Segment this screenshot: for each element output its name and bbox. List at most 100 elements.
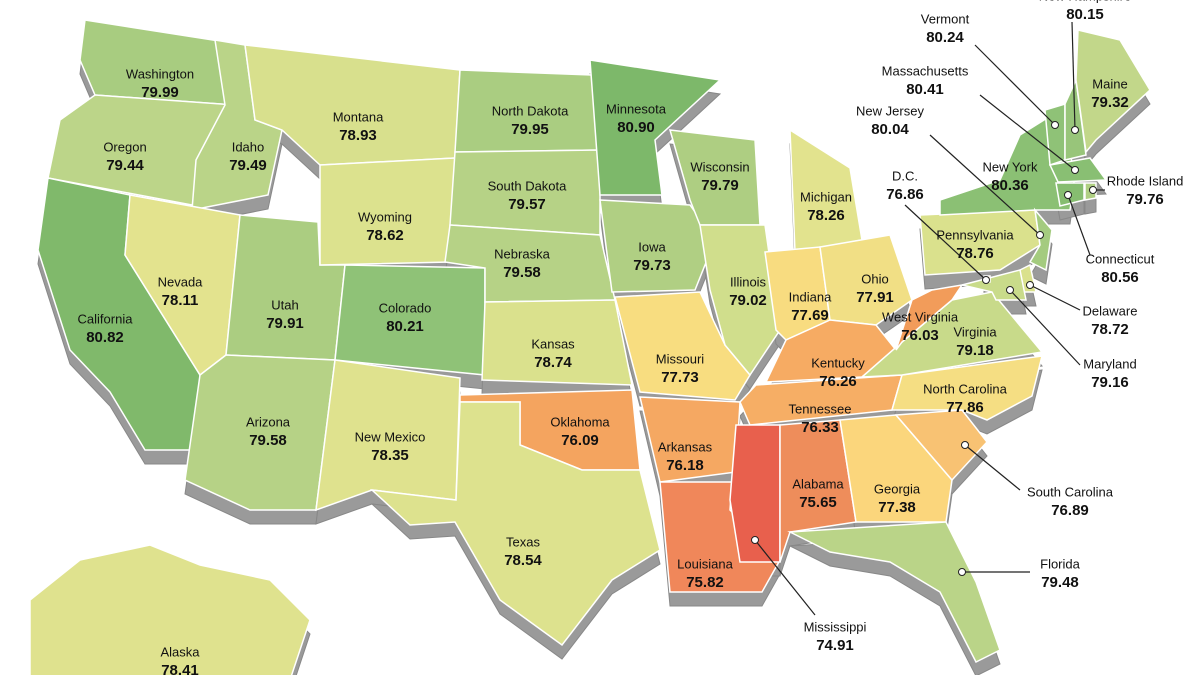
state-name: Alaska (160, 644, 200, 659)
state (1028, 207, 1053, 272)
state (699, 224, 781, 377)
state-value: 79.16 (1091, 374, 1129, 391)
state (839, 414, 953, 523)
state-value: 78.26 (807, 207, 845, 224)
state-value: 79.91 (266, 315, 304, 332)
state-value: 76.09 (561, 432, 599, 449)
state-name: Utah (271, 297, 298, 312)
state (779, 419, 857, 563)
callout-line (974, 44, 1056, 126)
state-value: 80.21 (386, 318, 424, 335)
state-value: 77.69 (791, 307, 829, 324)
state-value: 79.18 (956, 342, 994, 359)
state-value: 78.35 (371, 447, 409, 464)
state-value: 80.82 (86, 329, 124, 346)
state-value: 79.95 (511, 121, 549, 138)
state-name: Kentucky (811, 355, 865, 370)
state-value: 79.99 (141, 84, 179, 101)
state-name: Mississippi (804, 619, 867, 634)
state-name: Montana (333, 109, 384, 124)
state-value: 76.33 (801, 419, 839, 436)
state-value: 79.57 (508, 196, 546, 213)
state (589, 59, 722, 196)
state-value: 76.03 (901, 327, 939, 344)
state (29, 544, 311, 675)
state-value: 80.15 (1066, 6, 1104, 23)
state-name: West Virginia (882, 309, 959, 324)
state-name: Wisconsin (690, 159, 749, 174)
state-value: 78.72 (1091, 321, 1129, 338)
callout-dot (961, 441, 969, 449)
state-name: Vermont (921, 11, 970, 26)
callout-dot (1036, 231, 1044, 239)
callout-line (929, 134, 1041, 236)
labels: Washington 79.99 Oregon 79.44 Idaho 79.49 Mont… (78, 0, 1184, 675)
state-name: New Hampshire (1039, 0, 1131, 3)
states (29, 19, 1151, 675)
callout-line (1071, 21, 1076, 131)
callout-line (1067, 194, 1091, 256)
state-name: Maryland (1083, 356, 1136, 371)
callout-dot (982, 276, 990, 284)
state-value: 75.82 (686, 574, 724, 591)
state-value: 79.73 (633, 257, 671, 274)
callout-line (754, 539, 816, 616)
state-name: Maine (1092, 76, 1127, 91)
callout-dot (1051, 121, 1059, 129)
state-value: 79.79 (701, 177, 739, 194)
state-name: South Carolina (1027, 484, 1114, 499)
state-value: 74.91 (816, 637, 854, 654)
state-name: Indiana (789, 289, 832, 304)
state-name: Oregon (103, 139, 146, 154)
state-value: 78.76 (956, 245, 994, 262)
state-value: 79.48 (1041, 574, 1079, 591)
state-name: Connecticut (1086, 251, 1155, 266)
state-name: New Mexico (355, 429, 426, 444)
state-value: 79.58 (503, 264, 541, 281)
callout-dot (958, 568, 966, 576)
state-name: Minnesota (606, 101, 667, 116)
state-name: Oklahoma (550, 414, 610, 429)
callout-dot (1071, 166, 1079, 174)
state-value: 78.11 (162, 292, 199, 309)
callout-line (964, 444, 1021, 491)
callout-line (1009, 289, 1081, 366)
state-name: Delaware (1083, 303, 1138, 318)
state-name: New York (983, 159, 1038, 174)
state (1064, 77, 1087, 161)
state-name: Arkansas (658, 439, 713, 454)
state (369, 401, 661, 647)
state-value: 77.73 (661, 369, 699, 386)
state-value: 80.41 (906, 81, 944, 98)
callout-line (1029, 284, 1081, 311)
state-name: Ohio (861, 271, 888, 286)
state-name: D.C. (892, 168, 918, 183)
state-value: 80.04 (871, 121, 909, 138)
state-value: 79.44 (106, 157, 144, 174)
callout-dot (1071, 126, 1079, 134)
state-value: 79.58 (249, 432, 287, 449)
state-name: Washington (126, 66, 194, 81)
state (819, 234, 913, 326)
state-value: 80.24 (926, 29, 964, 46)
state-name: Illinois (730, 274, 767, 289)
state-name: Idaho (232, 139, 265, 154)
callouts (751, 21, 1105, 616)
state-value: 79.49 (229, 157, 267, 174)
callout-dot (751, 536, 759, 544)
state-value: 78.54 (504, 552, 542, 569)
state-value: 78.93 (339, 127, 377, 144)
state-value: 76.18 (666, 457, 704, 474)
state-name: Massachusetts (882, 63, 969, 78)
state-value: 79.02 (729, 292, 767, 309)
state-name: Virginia (953, 324, 997, 339)
state-value: 79.76 (1126, 191, 1164, 208)
state-name: Nebraska (494, 246, 550, 261)
state-value: 76.86 (886, 186, 924, 203)
state-name: Alabama (792, 476, 844, 491)
state-name: Michigan (800, 189, 852, 204)
state-value: 77.38 (878, 499, 916, 516)
callout-dot (1006, 286, 1014, 294)
state-name: Louisiana (677, 556, 733, 571)
state-name: Texas (506, 534, 540, 549)
